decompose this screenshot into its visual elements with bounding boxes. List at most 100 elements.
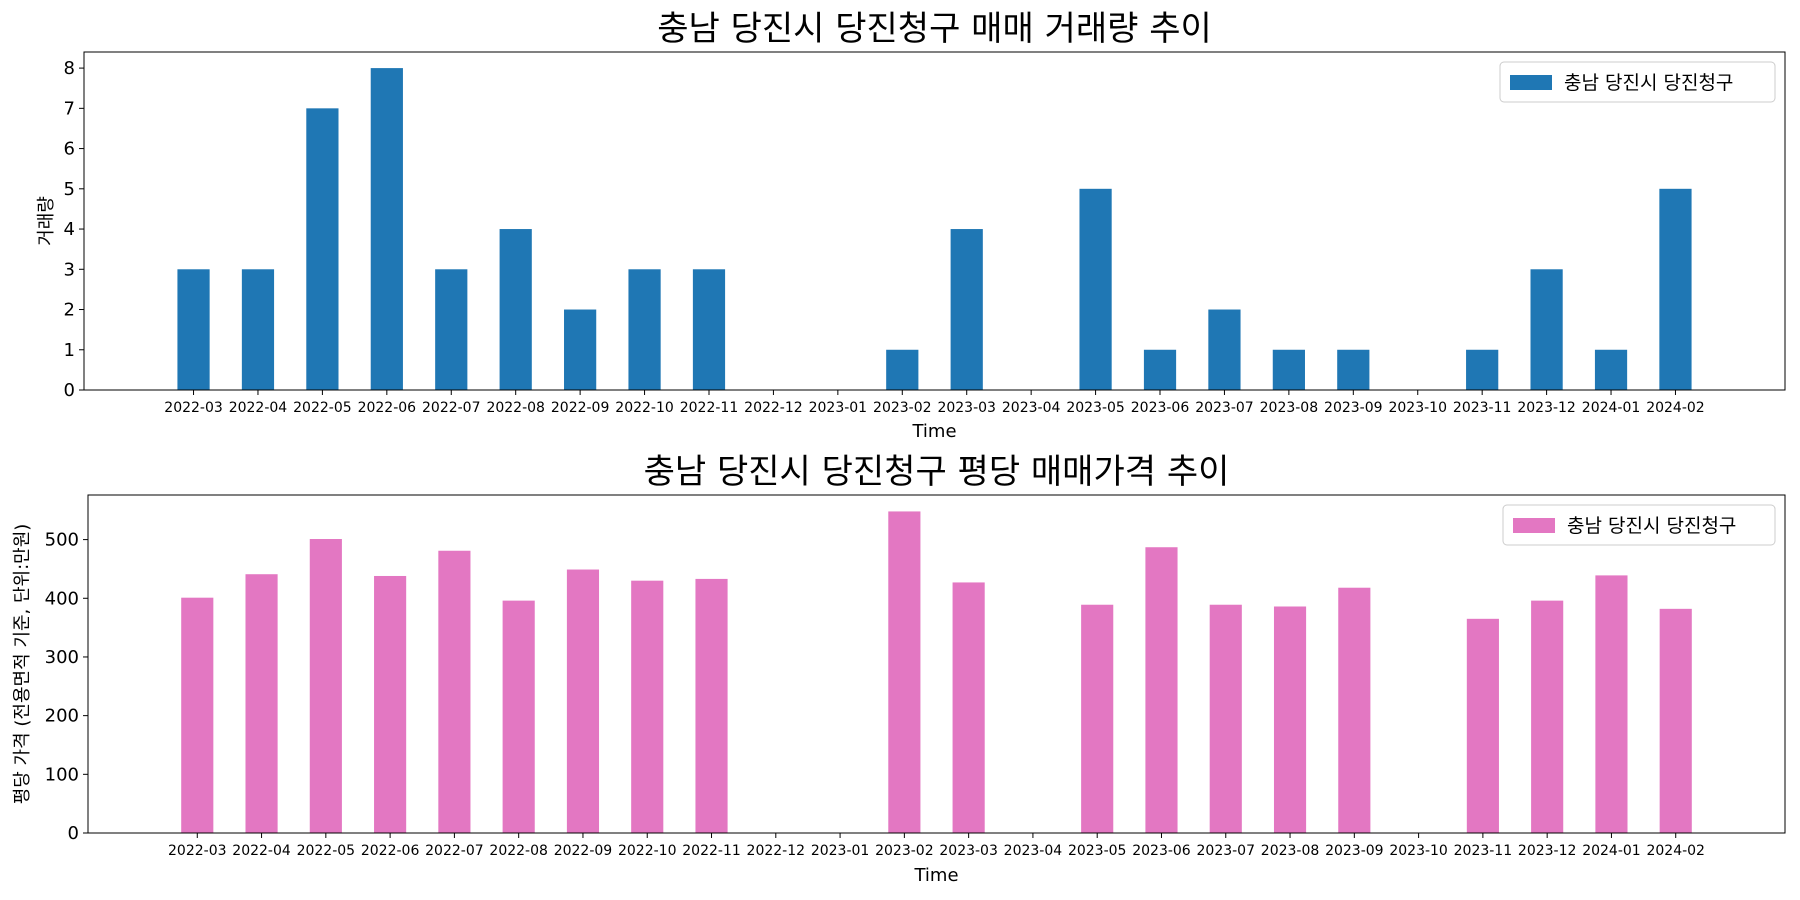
chart-1-x-tick-label: 2023-11 <box>1453 400 1512 416</box>
chart-2-y-tick-label: 0 <box>68 823 79 844</box>
chart-2-bar-2024-01 <box>1595 575 1628 833</box>
chart-1-x-tick-label: 2023-09 <box>1324 400 1383 416</box>
chart-1-x-tick-label: 2023-02 <box>873 400 932 416</box>
chart-2-bar-2024-02 <box>1659 608 1692 833</box>
chart-2-plot-frame <box>87 494 1786 834</box>
chart-1-bar-2022-07 <box>435 269 468 390</box>
chart-2-bar-2022-10 <box>631 580 664 833</box>
chart-1-bar-2023-12 <box>1530 269 1563 390</box>
chart-1-x-tick-label: 2022-07 <box>422 400 481 416</box>
chart-2-y-tick-label: 500 <box>45 530 79 551</box>
chart-2-x-tick-label: 2022-05 <box>297 843 356 859</box>
chart-1-x-tick-label: 2022-11 <box>680 400 739 416</box>
chart-1-y-tick-label: 8 <box>64 58 75 79</box>
chart-2-x-tick-label: 2024-02 <box>1646 843 1705 859</box>
chart-1-y-tick-label: 0 <box>64 380 75 401</box>
chart-2-bar-2022-06 <box>374 575 407 833</box>
chart-1-bar-2023-03 <box>950 229 983 390</box>
chart-1-x-tick-label: 2022-03 <box>164 400 223 416</box>
chart-1-x-tick-label: 2022-05 <box>293 400 352 416</box>
chart-1-bar-2022-09 <box>564 309 597 390</box>
chart-2-x-tick-label: 2023-03 <box>939 843 998 859</box>
chart-2-x-tick-label: 2023-05 <box>1068 843 1127 859</box>
chart-2-x-tick-label: 2023-02 <box>875 843 934 859</box>
chart-1-bar-2022-10 <box>628 269 661 390</box>
chart-1-x-tick-label: 2023-06 <box>1131 400 1190 416</box>
chart-1-x-axis-label: Time <box>911 421 956 442</box>
chart-1-legend-label: 충남 당진시 당진청구 <box>1564 72 1733 94</box>
chart-2-x-tick-label: 2023-12 <box>1518 843 1577 859</box>
chart-1-x-tick-label: 2023-05 <box>1066 400 1125 416</box>
chart-1-bar-2022-04 <box>241 269 275 390</box>
chart-2-bar-2023-11 <box>1466 618 1499 833</box>
chart-1-x-tick-label: 2023-10 <box>1388 400 1447 416</box>
chart-1-bar-2022-06 <box>370 68 403 390</box>
chart-2-legend-box <box>1502 504 1776 546</box>
chart-2-x-tick-label: 2022-03 <box>168 843 227 859</box>
chart-1-plot-frame <box>83 51 1786 391</box>
chart-1-x-tick-label: 2023-07 <box>1195 400 1254 416</box>
chart-2-bar-2022-05 <box>309 539 342 833</box>
chart-2-y-axis-label: 평당 가격 (전용면적 기준, 단위:만원) <box>12 524 33 805</box>
chart-2-bar-2022-04 <box>245 574 278 833</box>
chart-1-bar-2022-08 <box>499 229 532 390</box>
chart-2-x-tick-label: 2022-11 <box>682 843 741 859</box>
chart-1-bar-2023-06 <box>1143 349 1177 390</box>
chart-2-x-tick-label: 2023-04 <box>1004 843 1063 859</box>
chart-2-bar-2022-09 <box>566 569 600 833</box>
chart-1-y-tick-label: 2 <box>64 300 75 321</box>
chart-2-bar-2022-03 <box>181 597 214 833</box>
chart-2-y-tick-label: 400 <box>45 588 79 609</box>
chart-2-x-tick-label: 2023-08 <box>1261 843 1320 859</box>
chart-1-x-tick-label: 2024-02 <box>1646 400 1705 416</box>
chart-2-x-tick-label: 2023-10 <box>1389 843 1448 859</box>
chart-1-x-tick-label: 2022-10 <box>615 400 674 416</box>
chart-1-y-tick-label: 3 <box>64 259 75 280</box>
chart-2-x-tick-label: 2022-10 <box>618 843 677 859</box>
chart-1-x-tick-label: 2022-12 <box>744 400 803 416</box>
chart-2-x-tick-label: 2022-06 <box>361 843 420 859</box>
chart-1-bar-2023-09 <box>1337 349 1370 390</box>
chart-1-bar-2024-02 <box>1659 188 1692 390</box>
chart-1-bar-2023-11 <box>1466 349 1499 390</box>
chart-1-y-tick-label: 5 <box>64 179 75 200</box>
chart-2-legend-label: 충남 당진시 당진청구 <box>1567 515 1736 537</box>
chart-2-title: 충남 당진시 당진청구 평당 매매가격 추이 <box>644 452 1230 492</box>
chart-1-bar-2022-03 <box>177 269 210 390</box>
chart-2-bar-2023-05 <box>1081 604 1114 833</box>
chart-2-x-tick-label: 2024-01 <box>1582 843 1641 859</box>
chart-1-bar-2022-11 <box>692 269 726 390</box>
chart-2-x-tick-label: 2022-12 <box>747 843 806 859</box>
chart-2-x-tick-label: 2023-07 <box>1197 843 1256 859</box>
chart-2-y-tick-label: 200 <box>45 706 79 727</box>
chart-2-bar-2023-06 <box>1145 547 1178 833</box>
chart-2-bar-2023-07 <box>1209 604 1242 833</box>
chart-1-bar-2023-08 <box>1272 349 1305 390</box>
chart-2-bar-2022-08 <box>502 600 535 833</box>
chart-1-x-tick-label: 2022-04 <box>229 400 288 416</box>
chart-2-x-axis-label: Time <box>913 865 958 886</box>
chart-2-x-tick-label: 2022-09 <box>554 843 613 859</box>
chart-1-y-tick-label: 6 <box>64 139 75 160</box>
chart-1-x-tick-label: 2024-01 <box>1582 400 1641 416</box>
chart-1-y-tick-label: 7 <box>64 98 75 119</box>
chart-1-y-axis-label: 거래량 <box>36 196 57 246</box>
chart-1-x-tick-label: 2023-01 <box>809 400 868 416</box>
chart-1-bar-2022-05 <box>306 108 339 390</box>
chart-2-x-tick-label: 2022-07 <box>425 843 484 859</box>
chart-1-x-tick-label: 2023-12 <box>1517 400 1576 416</box>
chart-1-legend-box <box>1499 61 1776 103</box>
chart-2-bar-2023-02 <box>888 511 921 833</box>
chart-1-title: 충남 당진시 당진청구 매매 거래량 추이 <box>657 9 1212 49</box>
chart-2-bar-2023-08 <box>1273 606 1307 833</box>
chart-2-x-tick-label: 2023-11 <box>1454 843 1513 859</box>
chart-2-y-tick-label: 100 <box>45 764 79 785</box>
chart-1-x-tick-label: 2023-04 <box>1002 400 1061 416</box>
chart-1-x-tick-label: 2022-08 <box>486 400 545 416</box>
chart-1-x-tick-label: 2022-09 <box>551 400 610 416</box>
chart-1-y-tick-label: 4 <box>64 219 75 240</box>
chart-1-x-tick-label: 2023-08 <box>1260 400 1319 416</box>
chart-1-x-tick-label: 2022-06 <box>358 400 417 416</box>
